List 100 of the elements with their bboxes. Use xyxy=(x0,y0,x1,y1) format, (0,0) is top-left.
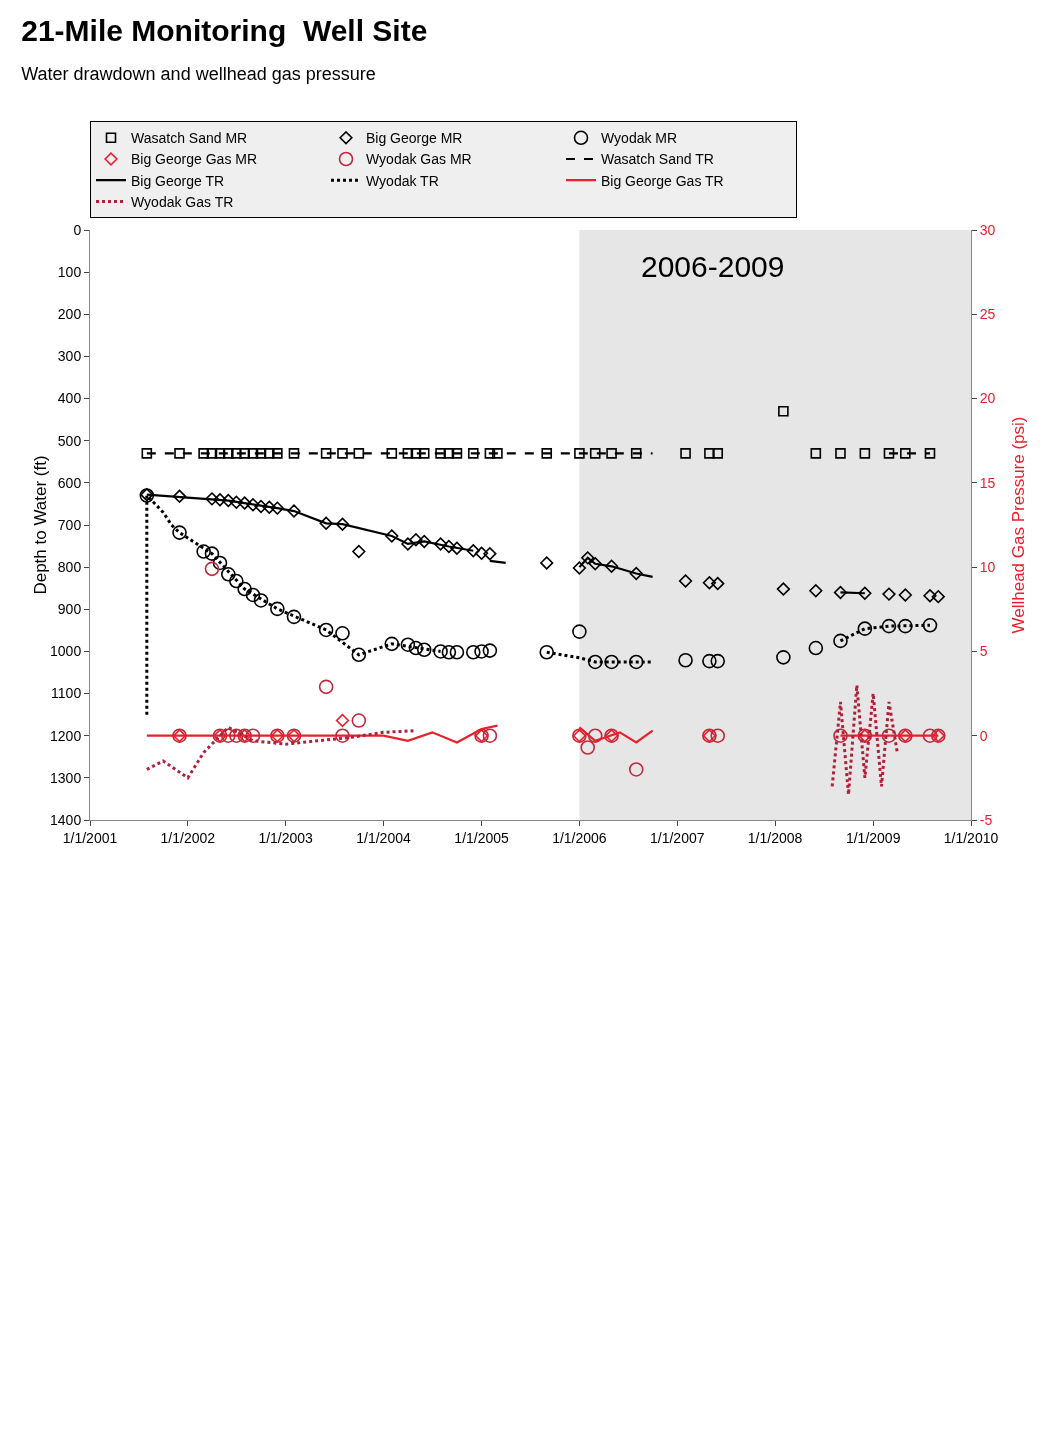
point xyxy=(587,728,603,743)
point xyxy=(386,448,398,459)
y2-tick-label: 0 xyxy=(979,727,988,744)
point xyxy=(474,644,489,659)
point xyxy=(882,587,896,601)
legend-label: Big George Gas TR xyxy=(601,172,724,189)
point xyxy=(466,544,480,558)
point xyxy=(678,652,693,668)
point xyxy=(335,626,350,641)
point xyxy=(465,644,481,660)
x-tick-label: 1/1/2007 xyxy=(649,829,705,846)
point xyxy=(808,640,824,656)
point xyxy=(604,559,619,573)
y-tick-label: 100 xyxy=(57,264,82,281)
point xyxy=(229,495,243,509)
point xyxy=(898,588,912,602)
point xyxy=(710,728,726,743)
point xyxy=(539,644,555,660)
x-tick-label: 1/1/2008 xyxy=(747,829,803,846)
point xyxy=(401,537,415,551)
point xyxy=(474,546,489,560)
point xyxy=(588,557,602,571)
point xyxy=(335,517,350,531)
point xyxy=(239,448,250,459)
point xyxy=(604,654,619,670)
point xyxy=(417,534,431,549)
point xyxy=(859,448,871,459)
point xyxy=(922,618,938,633)
point xyxy=(492,448,503,459)
point xyxy=(418,448,430,459)
y-tick-label: 500 xyxy=(57,432,82,449)
point xyxy=(335,713,350,728)
point xyxy=(272,448,283,459)
point xyxy=(711,576,725,591)
point xyxy=(205,492,219,506)
point xyxy=(247,448,259,459)
point xyxy=(776,582,791,596)
legend-label: Wyodak TR xyxy=(366,172,439,189)
point xyxy=(206,448,218,459)
point xyxy=(238,496,252,510)
point xyxy=(384,636,400,652)
y2-tick-label: 5 xyxy=(979,643,988,660)
y-tick-label: 600 xyxy=(57,474,82,491)
point xyxy=(246,498,260,512)
y-axis-title: Depth to Water (ft) xyxy=(31,455,50,595)
point xyxy=(858,586,872,600)
point xyxy=(451,448,463,459)
point xyxy=(337,448,348,459)
y2-tick-label: -5 xyxy=(979,811,993,828)
legend-label: Wyodak Gas MR xyxy=(366,151,472,168)
point xyxy=(810,448,822,459)
legend-label: Big George TR xyxy=(131,172,225,189)
point xyxy=(572,561,587,575)
x-tick-label: 1/1/2004 xyxy=(356,829,411,846)
point xyxy=(587,654,603,670)
legend-label: Big George MR xyxy=(366,130,463,147)
point xyxy=(270,601,285,617)
point xyxy=(335,728,350,743)
point xyxy=(833,728,848,743)
point xyxy=(710,653,726,669)
y-tick-label: 900 xyxy=(57,601,82,618)
point xyxy=(204,561,220,577)
point xyxy=(923,589,937,603)
point xyxy=(385,529,399,543)
chart-title: 21-Mile Monitoring Well Site xyxy=(21,13,428,47)
point xyxy=(270,501,284,515)
point xyxy=(589,448,601,459)
y-tick-label: 0 xyxy=(73,221,82,238)
point xyxy=(416,642,432,658)
point xyxy=(245,728,261,743)
point xyxy=(835,448,846,459)
point xyxy=(630,448,642,459)
point xyxy=(443,448,455,459)
point xyxy=(287,504,301,518)
point xyxy=(702,576,717,590)
point xyxy=(540,556,554,570)
legend-label: Wyodak MR xyxy=(601,130,678,147)
point xyxy=(881,618,897,634)
point xyxy=(402,448,414,459)
point xyxy=(922,728,938,743)
point xyxy=(881,728,897,743)
point xyxy=(574,448,585,459)
point xyxy=(262,500,276,514)
point xyxy=(319,516,333,530)
point xyxy=(213,493,227,507)
point xyxy=(237,581,252,597)
point xyxy=(141,448,153,459)
point xyxy=(572,624,587,639)
point xyxy=(442,539,456,554)
point xyxy=(449,644,465,660)
chart-subtitle: Water drawdown and wellhead gas pressure xyxy=(21,63,376,84)
point xyxy=(833,585,848,600)
point xyxy=(704,448,715,459)
legend-label: Wyodak Gas TR xyxy=(131,193,234,210)
point xyxy=(204,546,220,561)
point xyxy=(883,448,895,459)
point xyxy=(318,679,334,695)
point xyxy=(433,644,448,659)
point xyxy=(776,650,791,665)
point xyxy=(174,448,185,459)
